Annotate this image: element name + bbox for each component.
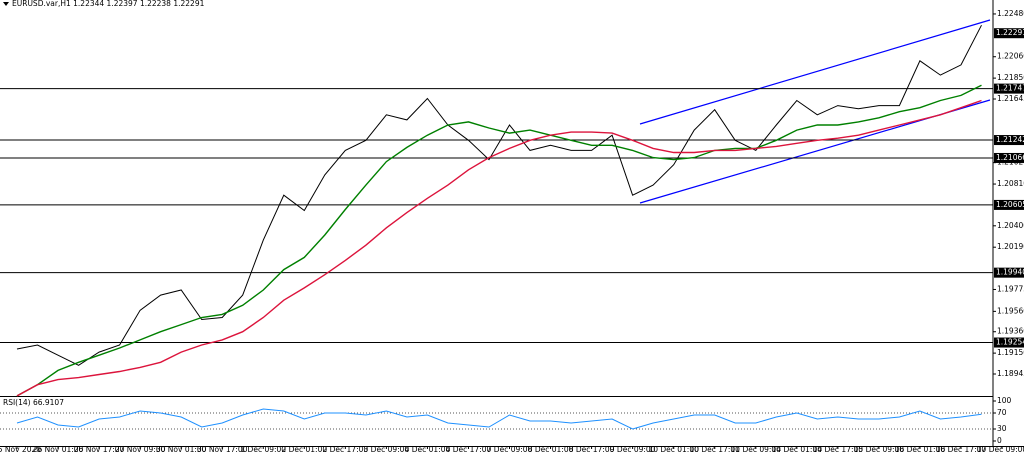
x-tick-label: 14 Dec 17:00 xyxy=(813,445,864,453)
moving-average xyxy=(16,99,982,397)
y-tick-label: 1.18945 xyxy=(997,369,1024,378)
level-tag xyxy=(994,199,1024,210)
x-tick-label: 10 Dec 01:00 xyxy=(648,445,699,453)
x-tick-label: 26 Nov 17:00 xyxy=(74,445,125,453)
level-tag xyxy=(994,337,1024,348)
x-tick-label: 14 Dec 01:00 xyxy=(772,445,823,453)
menu-arrow[interactable] xyxy=(3,2,9,6)
x-tick-label: 11 Dec 09:00 xyxy=(731,445,782,453)
rsi-tick-label: 30 xyxy=(997,424,1007,433)
x-tick-label: 16 Dec 01:00 xyxy=(895,445,946,453)
level-tag xyxy=(994,28,1024,39)
level-label: 1.21747 xyxy=(996,84,1024,93)
rsi-tick-label: 100 xyxy=(997,396,1012,405)
y-tick-label: 1.19150 xyxy=(997,348,1024,357)
rsi-line xyxy=(16,408,982,430)
x-tick-label: 30 Nov 17:00 xyxy=(197,445,248,453)
rsi-tick-label: 70 xyxy=(997,408,1007,417)
x-tick-label: 2 Dec 01:00 xyxy=(281,445,327,453)
level-label: 1.22291 xyxy=(996,28,1024,37)
x-tick-label: 4 Dec 17:00 xyxy=(446,445,492,453)
channel-upper xyxy=(639,19,991,125)
y-tick-label: 1.20810 xyxy=(997,179,1024,188)
level-label: 1.19254 xyxy=(996,338,1024,347)
x-tick-label: 25 Nov 2020 xyxy=(0,445,41,453)
moving-average xyxy=(16,84,982,397)
x-tick-label: 16 Dec 17:00 xyxy=(936,445,987,453)
level-tag xyxy=(994,135,1024,146)
x-tick-label: 3 Dec 09:00 xyxy=(364,445,410,453)
x-tick-label: 2 Dec 17:00 xyxy=(322,445,368,453)
y-tick-label: 1.22060 xyxy=(997,52,1024,61)
y-tick-label: 1.20400 xyxy=(997,221,1024,230)
price-line xyxy=(16,24,982,366)
x-tick-label: 10 Dec 17:00 xyxy=(689,445,740,453)
y-tick-label: 1.20190 xyxy=(997,242,1024,251)
y-tick-label: 1.22480 xyxy=(997,9,1024,18)
rsi-tick-label: 0 xyxy=(997,436,1002,445)
x-tick-label: 27 Nov 09:00 xyxy=(115,445,166,453)
y-tick-label: 1.19360 xyxy=(997,327,1024,336)
x-tick-label: 26 Nov 01:00 xyxy=(33,445,84,453)
level-tag xyxy=(994,267,1024,278)
x-tick-label: 8 Dec 17:00 xyxy=(569,445,615,453)
x-tick-label: 9 Dec 09:00 xyxy=(610,445,656,453)
x-tick-label: 8 Dec 01:00 xyxy=(528,445,574,453)
y-tick-label: 1.21850 xyxy=(997,73,1024,82)
x-tick-label: 1 Dec 09:00 xyxy=(240,445,286,453)
level-label: 1.20605 xyxy=(996,200,1024,209)
y-tick-label: 1.19775 xyxy=(997,284,1024,293)
level-tag xyxy=(994,83,1024,94)
level-label: 1.21242 xyxy=(996,135,1024,144)
y-tick-label: 1.21645 xyxy=(997,94,1024,103)
x-tick-label: 4 Dec 01:00 xyxy=(405,445,451,453)
rsi-label: RSI(14) 66.9107 xyxy=(3,398,64,407)
x-tick-label: 15 Dec 09:00 xyxy=(854,445,905,453)
level-label: 1.19940 xyxy=(996,268,1024,277)
level-tag xyxy=(994,152,1024,163)
x-tick-label: 30 Nov 01:00 xyxy=(156,445,207,453)
level-label: 1.21066 xyxy=(996,153,1024,162)
x-tick-label: 17 Dec 09:00 xyxy=(977,445,1024,453)
chart-title: EURUSD.var,H1 1.22344 1.22397 1.22238 1.… xyxy=(12,0,205,8)
x-tick-label: 7 Dec 09:00 xyxy=(487,445,533,453)
y-tick-label: 1.19560 xyxy=(997,306,1024,315)
